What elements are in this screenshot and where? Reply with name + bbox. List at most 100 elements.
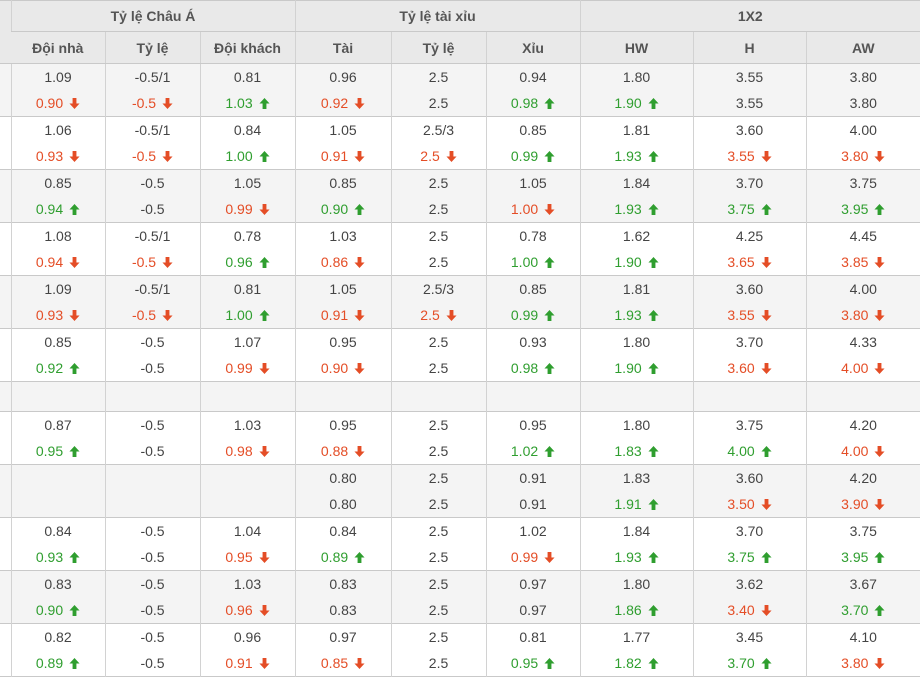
- trend-down-icon: [761, 256, 772, 268]
- odds-cell: 1.03: [199, 90, 296, 117]
- odds-row: 0.93 -0.5 1.00 0.91 2.5 0.99 1.93 3.55 3.80: [0, 143, 920, 170]
- odds-value: 1.09: [44, 69, 72, 85]
- odds-block: 0.82 -0.5 0.96 0.97 2.5 0.81 1.77 3.45 4.10 0.89 -…: [0, 623, 920, 677]
- odds-cell: -0.5: [104, 90, 200, 117]
- odds-cell: 1.02: [485, 438, 581, 465]
- odds-value: 3.55: [727, 307, 755, 323]
- odds-value: 4.00: [841, 360, 869, 376]
- odds-cell: 3.75: [692, 196, 807, 223]
- odds-value: 4.20: [849, 417, 877, 433]
- odds-value: -0.5/1: [134, 281, 171, 297]
- odds-cell: 0.95: [294, 411, 392, 438]
- odds-cell: 0.80: [294, 491, 392, 518]
- odds-cell: 3.80: [805, 90, 920, 117]
- odds-cell: [579, 381, 694, 412]
- odds-value: 0.97: [519, 576, 547, 592]
- left-sliver-cell: [0, 411, 11, 438]
- odds-cell: 1.91: [579, 491, 694, 518]
- odds-value: 0.81: [519, 629, 547, 645]
- odds-value: 2.5: [428, 69, 449, 85]
- odds-value: 3.45: [735, 629, 764, 645]
- trend-up-icon: [544, 445, 555, 457]
- odds-cell: 1.09: [10, 275, 105, 302]
- odds-value: 1.90: [614, 95, 642, 111]
- odds-value: 3.55: [727, 148, 755, 164]
- odds-value: 1.93: [614, 549, 642, 565]
- odds-cell: 3.65: [692, 249, 807, 276]
- odds-cell: -0.5/1: [104, 116, 200, 143]
- left-sliver-cell: [0, 63, 11, 90]
- odds-cell: 0.91: [485, 491, 581, 518]
- odds-cell: 2.5: [390, 222, 487, 249]
- odds-value: 0.95: [35, 443, 64, 459]
- odds-block: 0.83 -0.5 1.03 0.83 2.5 0.97 1.80 3.62 3.67 0.90 -…: [0, 570, 920, 624]
- odds-value: 2.5/3: [422, 122, 455, 138]
- odds-value: 1.90: [614, 254, 642, 270]
- col-header-ou-line: Tỷ lệ: [390, 31, 487, 64]
- trend-down-icon: [761, 498, 772, 510]
- odds-cell: -0.5: [104, 438, 200, 465]
- odds-cell: 2.5: [390, 464, 487, 491]
- odds-cell: 3.75: [805, 517, 920, 544]
- odds-value: 4.00: [849, 122, 877, 138]
- odds-value: 3.80: [841, 307, 869, 323]
- trend-down-icon: [761, 604, 772, 616]
- trend-down-icon: [761, 309, 772, 321]
- odds-value: 4.20: [849, 470, 877, 486]
- odds-value: 0.99: [510, 549, 539, 565]
- odds-row: 0.92 -0.5 0.99 0.90 2.5 0.98 1.90 3.60 4.00: [0, 355, 920, 382]
- odds-cell: 0.83: [294, 570, 392, 597]
- odds-cell: 0.93: [10, 302, 105, 329]
- odds-cell: 3.45: [692, 623, 807, 650]
- odds-cell: [390, 381, 487, 412]
- odds-value: -0.5: [140, 602, 165, 618]
- odds-value: 0.84: [44, 523, 72, 539]
- odds-cell: 1.03: [199, 570, 296, 597]
- odds-cell: 0.97: [485, 597, 581, 624]
- odds-cell: 0.89: [10, 650, 105, 677]
- odds-value: 3.70: [841, 602, 869, 618]
- odds-cell: 2.5: [390, 355, 487, 382]
- odds-value: -0.5: [140, 629, 165, 645]
- odds-value: 1.80: [622, 334, 651, 350]
- left-sliver-cell: [0, 517, 11, 544]
- trend-down-icon: [446, 309, 457, 321]
- odds-cell: 3.80: [805, 302, 920, 329]
- odds-cell: 1.93: [579, 143, 694, 170]
- odds-cell: 0.99: [199, 196, 296, 223]
- odds-cell: 1.83: [579, 464, 694, 491]
- odds-value: 3.75: [849, 175, 877, 191]
- odds-cell: -0.5: [104, 196, 200, 223]
- trend-down-icon: [259, 551, 270, 563]
- odds-cell: 4.33: [805, 328, 920, 355]
- left-sliver-cell: [0, 249, 11, 276]
- odds-cell: 1.80: [579, 328, 694, 355]
- odds-cell: -0.5: [104, 143, 200, 170]
- odds-row: 0.80 2.5 0.91 1.83 3.60 4.20: [0, 464, 920, 491]
- odds-value: 0.81: [233, 281, 262, 297]
- odds-cell: -0.5/1: [104, 63, 200, 90]
- odds-cell: 3.95: [805, 196, 920, 223]
- odds-value: 0.95: [225, 549, 253, 565]
- odds-value: 1.04: [233, 523, 262, 539]
- odds-value: 0.85: [519, 122, 547, 138]
- odds-value: 0.96: [225, 254, 253, 270]
- odds-row: 0.82 -0.5 0.96 0.97 2.5 0.81 1.77 3.45 4.10: [0, 623, 920, 650]
- group-header-row: Tỷ lệ Châu Á Tỷ lệ tài xỉu 1X2: [0, 0, 920, 64]
- odds-cell: 0.99: [485, 302, 581, 329]
- odds-row: 0.93 -0.5 0.95 0.89 2.5 0.99 1.93 3.75 3.95: [0, 544, 920, 571]
- trend-up-icon: [259, 150, 270, 162]
- trend-up-icon: [69, 657, 80, 669]
- odds-row: 0.84 -0.5 1.04 0.84 2.5 1.02 1.84 3.70 3.75: [0, 517, 920, 544]
- odds-value: -0.5: [140, 417, 165, 433]
- odds-value: 0.90: [320, 201, 349, 217]
- trend-up-icon: [259, 97, 270, 109]
- col-header-under: Xỉu: [485, 31, 581, 64]
- odds-value: 3.55: [735, 69, 764, 85]
- odds-cell: 0.94: [485, 63, 581, 90]
- odds-cell: 0.93: [485, 328, 581, 355]
- trend-up-icon: [69, 445, 80, 457]
- odds-value: 0.78: [233, 228, 262, 244]
- odds-value: 1.00: [225, 148, 253, 164]
- odds-value: 0.91: [225, 655, 253, 671]
